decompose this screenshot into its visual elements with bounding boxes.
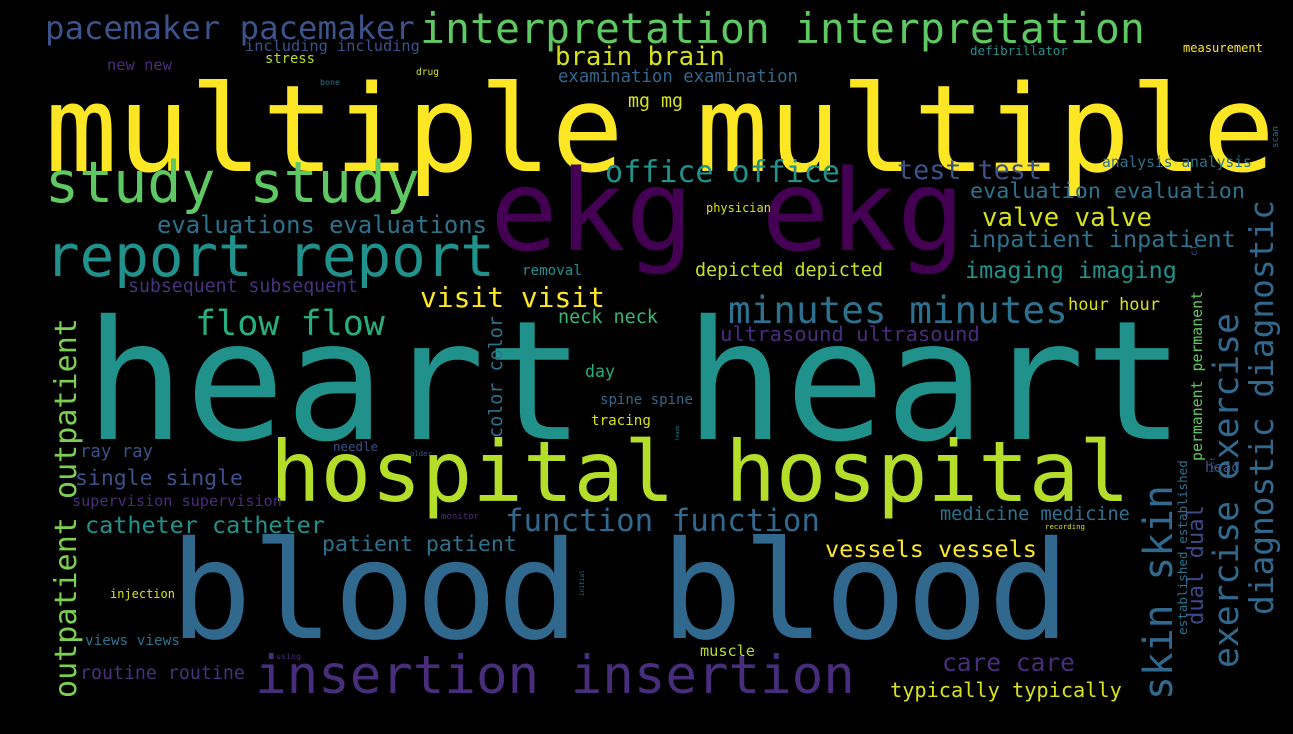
word-test: test test — [897, 155, 1042, 186]
word-evaluation: evaluation evaluation — [970, 179, 1245, 204]
word-defibrillator: defibrillator — [970, 43, 1068, 58]
word-minutes: minutes minutes — [728, 288, 1068, 332]
word-medicine: medicine medicine — [940, 504, 1130, 525]
word-function: function function — [505, 503, 820, 539]
word-new: new new — [107, 56, 172, 74]
word-injection: injection — [110, 587, 175, 601]
word-muscle: muscle — [700, 642, 755, 660]
word-recording: recording — [1045, 522, 1085, 531]
word-report: report report — [45, 223, 495, 290]
word-inpatient: inpatient inpatient — [968, 225, 1236, 253]
word-color: color color — [486, 316, 507, 438]
word-initial: initial — [579, 570, 586, 596]
word-single: single single — [75, 466, 243, 491]
word-head: head — [1205, 460, 1240, 476]
word-valve: valve valve — [982, 203, 1152, 233]
word-measurement: measurement — [1183, 41, 1263, 55]
word-ultrasound: ultrasound ultrasound — [720, 322, 980, 346]
word-including: including including — [245, 37, 420, 55]
word-using: using — [276, 651, 301, 661]
word-ekg: ekg ekg — [490, 145, 965, 277]
word-exercise: exercise exercise — [1207, 313, 1247, 668]
word-patient: patient patient — [322, 532, 517, 557]
word-skin: skin skin — [1136, 485, 1182, 700]
word-evaluations: evaluations evaluations — [157, 211, 487, 239]
word-care: care care — [942, 648, 1075, 677]
word-needle: needle — [333, 439, 378, 454]
word-drug: drug — [416, 67, 439, 78]
word-typically: typically typically — [890, 678, 1122, 702]
word-supervision: supervision supervision — [72, 492, 282, 510]
word-left: left — [1209, 457, 1217, 473]
word-flow: flow flow — [195, 303, 385, 344]
word-imaging: imaging imaging — [965, 256, 1177, 284]
word-analysis: analysis analysis — [1102, 154, 1252, 171]
word-scan: scan — [1271, 126, 1281, 148]
word-hospital: hospital hospital — [270, 423, 1130, 521]
word-tracing: tracing — [591, 413, 651, 429]
word-examination: examination examination — [558, 67, 798, 87]
word-mg: mg mg — [628, 91, 683, 112]
word-routine: routine routine — [80, 663, 245, 684]
word-brain: brain brain — [555, 42, 725, 72]
word-office: office office — [605, 155, 840, 190]
word-catheter: catheter catheter — [85, 511, 325, 539]
word-multiple: multiple multiple — [45, 60, 1275, 200]
word-insertion: insertion insertion — [255, 645, 855, 706]
word-views: views views — [85, 633, 180, 649]
word-older: older — [410, 449, 432, 458]
word-spine: spine spine — [600, 392, 693, 408]
word-subsequent: subsequent subsequent — [128, 276, 358, 297]
word-monitor: monitor — [441, 512, 479, 522]
word-depicted: depicted depicted — [695, 260, 883, 281]
word-vessels: vessels vessels — [825, 535, 1037, 563]
word-ray: ray ray — [80, 442, 153, 462]
word-day: day — [585, 362, 615, 381]
word-bone: bone — [320, 77, 340, 87]
word-ct: ct — [1189, 244, 1200, 256]
word-hour: hour hour — [1068, 295, 1160, 315]
word-visit: visit visit — [420, 281, 605, 314]
word-stress: stress — [265, 51, 315, 67]
word-study: study study — [45, 150, 420, 216]
word-physician: physician — [706, 201, 771, 215]
word-removal: removal — [522, 263, 582, 279]
word-established: established established — [1175, 460, 1190, 635]
word-interpretation: interpretation interpretation — [420, 4, 1145, 53]
word-diagnostic: diagnostic diagnostic — [1243, 200, 1281, 615]
word-blood: blood blood — [170, 513, 1070, 671]
word-leads: leads — [675, 425, 681, 441]
word-permanent: permanent permanent — [1188, 291, 1206, 461]
word-heart: heart heart — [85, 286, 1185, 479]
word-pacemaker: pacemaker pacemaker — [45, 9, 415, 47]
word-neck: neck neck — [558, 307, 658, 328]
